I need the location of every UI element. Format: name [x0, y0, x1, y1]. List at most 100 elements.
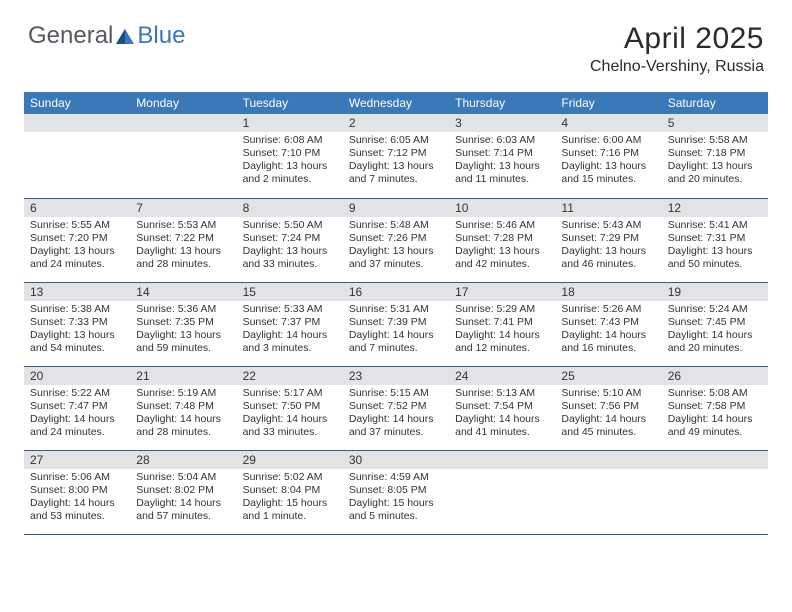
day-details: Sunrise: 5:24 AMSunset: 7:45 PMDaylight:… — [662, 301, 768, 360]
day-details: Sunrise: 5:33 AMSunset: 7:37 PMDaylight:… — [237, 301, 343, 360]
sunrise-line: Sunrise: 6:03 AM — [455, 134, 549, 147]
weekday-header: Sunday — [24, 92, 130, 114]
sunset-line: Sunset: 7:48 PM — [136, 400, 230, 413]
day-number: 28 — [130, 451, 236, 469]
sunset-line: Sunset: 7:16 PM — [561, 147, 655, 160]
sunset-line: Sunset: 7:54 PM — [455, 400, 549, 413]
calendar-day-cell: 11Sunrise: 5:43 AMSunset: 7:29 PMDayligh… — [555, 198, 661, 282]
daylight-line: Daylight: 13 hours and 42 minutes. — [455, 245, 549, 271]
day-number: 16 — [343, 283, 449, 301]
day-number: 7 — [130, 199, 236, 217]
day-details: Sunrise: 5:50 AMSunset: 7:24 PMDaylight:… — [237, 217, 343, 276]
calendar-day-cell: 8Sunrise: 5:50 AMSunset: 7:24 PMDaylight… — [237, 198, 343, 282]
daylight-line: Daylight: 14 hours and 37 minutes. — [349, 413, 443, 439]
calendar-day-cell: 21Sunrise: 5:19 AMSunset: 7:48 PMDayligh… — [130, 366, 236, 450]
day-number: 2 — [343, 114, 449, 132]
daylight-line: Daylight: 13 hours and 59 minutes. — [136, 329, 230, 355]
daylight-line: Daylight: 14 hours and 45 minutes. — [561, 413, 655, 439]
day-number: 27 — [24, 451, 130, 469]
calendar-day-cell: 4Sunrise: 6:00 AMSunset: 7:16 PMDaylight… — [555, 114, 661, 198]
location-text: Chelno-Vershiny, Russia — [590, 58, 764, 76]
sunrise-line: Sunrise: 5:08 AM — [668, 387, 762, 400]
daylight-line: Daylight: 14 hours and 41 minutes. — [455, 413, 549, 439]
calendar-day-cell: 9Sunrise: 5:48 AMSunset: 7:26 PMDaylight… — [343, 198, 449, 282]
daylight-line: Daylight: 14 hours and 53 minutes. — [30, 497, 124, 523]
sunrise-line: Sunrise: 5:19 AM — [136, 387, 230, 400]
day-details: Sunrise: 5:10 AMSunset: 7:56 PMDaylight:… — [555, 385, 661, 444]
day-number: 22 — [237, 367, 343, 385]
sunrise-line: Sunrise: 5:06 AM — [30, 471, 124, 484]
day-number-empty — [555, 451, 661, 469]
calendar-day-cell: 13Sunrise: 5:38 AMSunset: 7:33 PMDayligh… — [24, 282, 130, 366]
day-details: Sunrise: 5:02 AMSunset: 8:04 PMDaylight:… — [237, 469, 343, 528]
day-details: Sunrise: 5:26 AMSunset: 7:43 PMDaylight:… — [555, 301, 661, 360]
sunset-line: Sunset: 8:00 PM — [30, 484, 124, 497]
calendar-week-row: 13Sunrise: 5:38 AMSunset: 7:33 PMDayligh… — [24, 282, 768, 366]
day-number: 4 — [555, 114, 661, 132]
sunset-line: Sunset: 7:18 PM — [668, 147, 762, 160]
day-details: Sunrise: 5:15 AMSunset: 7:52 PMDaylight:… — [343, 385, 449, 444]
day-details: Sunrise: 5:04 AMSunset: 8:02 PMDaylight:… — [130, 469, 236, 528]
daylight-line: Daylight: 14 hours and 33 minutes. — [243, 413, 337, 439]
day-details: Sunrise: 5:36 AMSunset: 7:35 PMDaylight:… — [130, 301, 236, 360]
daylight-line: Daylight: 13 hours and 2 minutes. — [243, 160, 337, 186]
sunrise-line: Sunrise: 5:58 AM — [668, 134, 762, 147]
day-details: Sunrise: 5:38 AMSunset: 7:33 PMDaylight:… — [24, 301, 130, 360]
daylight-line: Daylight: 13 hours and 24 minutes. — [30, 245, 124, 271]
calendar-day-cell: 30Sunrise: 4:59 AMSunset: 8:05 PMDayligh… — [343, 450, 449, 534]
calendar-week-row: 20Sunrise: 5:22 AMSunset: 7:47 PMDayligh… — [24, 366, 768, 450]
sunrise-line: Sunrise: 5:24 AM — [668, 303, 762, 316]
day-number: 19 — [662, 283, 768, 301]
sunrise-line: Sunrise: 5:43 AM — [561, 219, 655, 232]
sunset-line: Sunset: 7:24 PM — [243, 232, 337, 245]
day-number-empty — [662, 451, 768, 469]
sunrise-line: Sunrise: 5:02 AM — [243, 471, 337, 484]
daylight-line: Daylight: 15 hours and 5 minutes. — [349, 497, 443, 523]
day-details: Sunrise: 5:13 AMSunset: 7:54 PMDaylight:… — [449, 385, 555, 444]
sunrise-line: Sunrise: 5:55 AM — [30, 219, 124, 232]
sunset-line: Sunset: 7:39 PM — [349, 316, 443, 329]
sunset-line: Sunset: 7:45 PM — [668, 316, 762, 329]
sunset-line: Sunset: 7:41 PM — [455, 316, 549, 329]
day-details: Sunrise: 5:41 AMSunset: 7:31 PMDaylight:… — [662, 217, 768, 276]
day-number: 14 — [130, 283, 236, 301]
calendar-day-cell: 16Sunrise: 5:31 AMSunset: 7:39 PMDayligh… — [343, 282, 449, 366]
calendar-week-row: 1Sunrise: 6:08 AMSunset: 7:10 PMDaylight… — [24, 114, 768, 198]
day-number: 3 — [449, 114, 555, 132]
daylight-line: Daylight: 14 hours and 16 minutes. — [561, 329, 655, 355]
sunset-line: Sunset: 7:37 PM — [243, 316, 337, 329]
calendar-day-cell — [555, 450, 661, 534]
daylight-line: Daylight: 13 hours and 20 minutes. — [668, 160, 762, 186]
day-details: Sunrise: 5:46 AMSunset: 7:28 PMDaylight:… — [449, 217, 555, 276]
day-number: 24 — [449, 367, 555, 385]
sunrise-line: Sunrise: 5:50 AM — [243, 219, 337, 232]
sunrise-line: Sunrise: 5:48 AM — [349, 219, 443, 232]
logo-text-blue: Blue — [137, 22, 185, 50]
calendar-day-cell: 27 Sunrise: 5:06 AMSunset: 8:00 PMDayligh… — [24, 450, 130, 534]
day-number-empty — [449, 451, 555, 469]
calendar-day-cell: 6Sunrise: 5:55 AMSunset: 7:20 PMDaylight… — [24, 198, 130, 282]
sunset-line: Sunset: 7:10 PM — [243, 147, 337, 160]
month-title: April 2025 — [590, 22, 764, 56]
calendar-day-cell: 10Sunrise: 5:46 AMSunset: 7:28 PMDayligh… — [449, 198, 555, 282]
day-details: Sunrise: 5:48 AMSunset: 7:26 PMDaylight:… — [343, 217, 449, 276]
calendar-day-cell: 18Sunrise: 5:26 AMSunset: 7:43 PMDayligh… — [555, 282, 661, 366]
day-number: 23 — [343, 367, 449, 385]
sunset-line: Sunset: 7:31 PM — [668, 232, 762, 245]
calendar-day-cell: 20Sunrise: 5:22 AMSunset: 7:47 PMDayligh… — [24, 366, 130, 450]
daylight-line: Daylight: 14 hours and 7 minutes. — [349, 329, 443, 355]
sunset-line: Sunset: 7:14 PM — [455, 147, 549, 160]
sunset-line: Sunset: 8:02 PM — [136, 484, 230, 497]
daylight-line: Daylight: 13 hours and 46 minutes. — [561, 245, 655, 271]
calendar-day-cell: 29Sunrise: 5:02 AMSunset: 8:04 PMDayligh… — [237, 450, 343, 534]
calendar-day-cell: 5Sunrise: 5:58 AMSunset: 7:18 PMDaylight… — [662, 114, 768, 198]
sunrise-line: Sunrise: 5:22 AM — [30, 387, 124, 400]
day-details: Sunrise: 5:17 AMSunset: 7:50 PMDaylight:… — [237, 385, 343, 444]
calendar-day-cell: 1Sunrise: 6:08 AMSunset: 7:10 PMDaylight… — [237, 114, 343, 198]
calendar-day-cell — [449, 450, 555, 534]
sunrise-line: Sunrise: 5:53 AM — [136, 219, 230, 232]
sunset-line: Sunset: 7:56 PM — [561, 400, 655, 413]
calendar-table: Sunday Monday Tuesday Wednesday Thursday… — [24, 92, 768, 535]
sunset-line: Sunset: 7:22 PM — [136, 232, 230, 245]
day-number-empty — [130, 114, 236, 132]
